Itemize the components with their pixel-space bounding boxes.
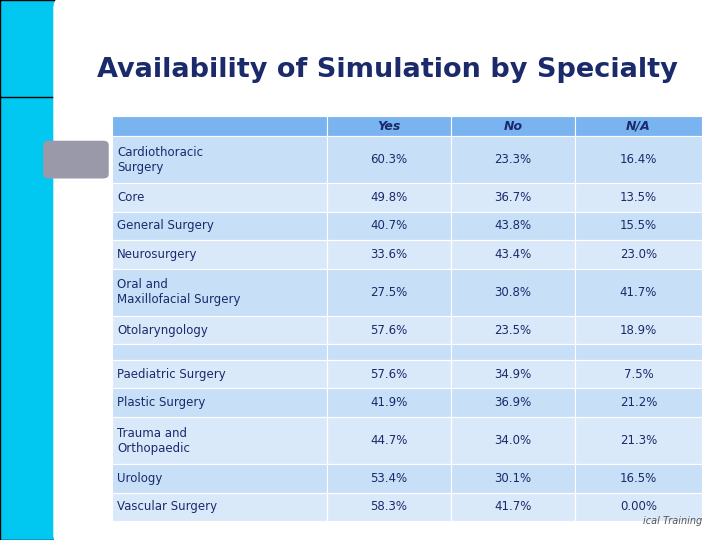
Text: 30.1%: 30.1% [495,472,531,485]
Text: 7.5%: 7.5% [624,368,654,381]
Text: Neurosurgery: Neurosurgery [117,248,198,261]
Text: 53.4%: 53.4% [371,472,408,485]
Text: 41.9%: 41.9% [370,396,408,409]
Text: 23.5%: 23.5% [495,323,531,336]
Text: Urology: Urology [117,472,163,485]
Text: 43.4%: 43.4% [495,248,531,261]
Text: 43.8%: 43.8% [495,219,531,232]
Text: Otolaryngology: Otolaryngology [117,323,208,336]
Text: 58.3%: 58.3% [371,501,408,514]
Text: 49.8%: 49.8% [371,191,408,204]
Text: Cardiothoracic
Surgery: Cardiothoracic Surgery [117,146,203,173]
Text: 30.8%: 30.8% [495,286,531,299]
Text: 23.3%: 23.3% [495,153,531,166]
Text: Plastic Surgery: Plastic Surgery [117,396,206,409]
Text: 16.5%: 16.5% [620,472,657,485]
Text: 60.3%: 60.3% [371,153,408,166]
Text: 40.7%: 40.7% [371,219,408,232]
Text: 36.7%: 36.7% [495,191,531,204]
Text: 15.5%: 15.5% [620,219,657,232]
Text: Yes: Yes [377,119,401,133]
Text: 41.7%: 41.7% [495,501,532,514]
Text: General Surgery: General Surgery [117,219,215,232]
Text: 57.6%: 57.6% [371,368,408,381]
Text: 57.6%: 57.6% [371,323,408,336]
Text: 44.7%: 44.7% [370,434,408,447]
Text: No: No [503,119,523,133]
Text: 23.0%: 23.0% [620,248,657,261]
Text: 27.5%: 27.5% [371,286,408,299]
Text: 41.7%: 41.7% [620,286,657,299]
Text: 21.3%: 21.3% [620,434,657,447]
Text: N/A: N/A [626,119,651,133]
Text: 34.0%: 34.0% [495,434,531,447]
Text: 0.00%: 0.00% [620,501,657,514]
Text: 16.4%: 16.4% [620,153,657,166]
Text: Core: Core [117,191,145,204]
Text: Availability of Simulation by Specialty: Availability of Simulation by Specialty [97,57,678,83]
Text: 34.9%: 34.9% [495,368,531,381]
Text: Trauma and
Orthopaedic: Trauma and Orthopaedic [117,427,190,455]
Text: 18.9%: 18.9% [620,323,657,336]
Text: 33.6%: 33.6% [371,248,408,261]
Text: 13.5%: 13.5% [620,191,657,204]
Text: 21.2%: 21.2% [620,396,657,409]
Text: Paediatric Surgery: Paediatric Surgery [117,368,226,381]
Text: Vascular Surgery: Vascular Surgery [117,501,217,514]
Text: ical Training: ical Training [643,516,702,526]
Text: Oral and
Maxillofacial Surgery: Oral and Maxillofacial Surgery [117,278,241,306]
Text: 36.9%: 36.9% [495,396,531,409]
